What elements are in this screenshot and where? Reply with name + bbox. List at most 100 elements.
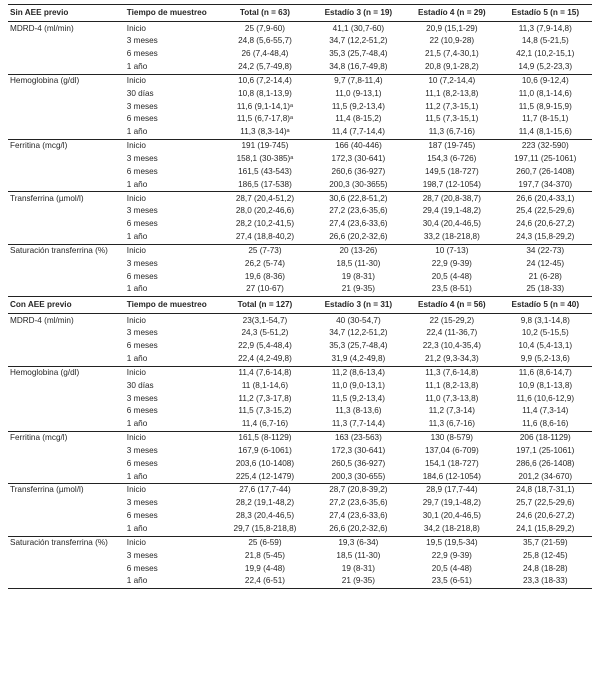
group-label [8, 575, 125, 588]
data-row: 6 meses28,2 (10,2-41,5)27,4 (23,6-33,6)3… [8, 218, 592, 231]
group-label [8, 562, 125, 575]
value-cell: 11,0 (9-13,1) [312, 87, 405, 100]
value-cell: 11,4 (7,7-14,4) [312, 126, 405, 139]
value-cell: 25,8 (12-45) [499, 549, 592, 562]
value-cell: 11,1 (8,2-13,8) [405, 379, 498, 392]
value-cell: 172,3 (30-641) [312, 153, 405, 166]
group-label [8, 340, 125, 353]
header-cell: Total (n = 127) [218, 296, 311, 313]
header-cell: Estadío 5 (n = 15) [499, 5, 592, 22]
value-cell: 19,5 (19,5-34) [405, 536, 498, 549]
timepoint-cell: Inicio [125, 366, 218, 379]
value-cell: 34 (22-73) [499, 244, 592, 257]
timepoint-cell: Inicio [125, 22, 218, 35]
group-label [8, 283, 125, 296]
value-cell: 11,3 (7,6-14,8) [405, 366, 498, 379]
group-label [8, 379, 125, 392]
group-label [8, 327, 125, 340]
value-cell: 161,5 (43-543) [218, 166, 311, 179]
value-cell: 22,4 (4,2-49,8) [218, 353, 311, 366]
value-cell: 30,1 (20,4-46,5) [405, 510, 498, 523]
data-row: MDRD-4 (ml/min)Inicio25 (7,9-60)41,1 (30… [8, 22, 592, 35]
group-label [8, 549, 125, 562]
group-label [8, 392, 125, 405]
timepoint-cell: 6 meses [125, 510, 218, 523]
value-cell: 11,6 (8,6-14,7) [499, 366, 592, 379]
value-cell: 24,8 (5,6-55,7) [218, 35, 311, 48]
value-cell: 11,3 (8-13,6) [312, 405, 405, 418]
data-row: 6 meses11,5 (6,7-17,8)ᵃ11,4 (8-15,2)11,5… [8, 113, 592, 126]
timepoint-cell: 1 año [125, 126, 218, 139]
value-cell: 11,4 (7,3-14) [499, 405, 592, 418]
value-cell: 19,3 (6-34) [312, 536, 405, 549]
value-cell: 11,2 (7,3-14) [405, 405, 498, 418]
value-cell: 28,9 (17,7-44) [405, 484, 498, 497]
value-cell: 34,7 (12,2-51,2) [312, 35, 405, 48]
timepoint-cell: 3 meses [125, 497, 218, 510]
group-label [8, 113, 125, 126]
group-label [8, 523, 125, 536]
data-row: 1 año22,4 (4,2-49,8)31,9 (4,2-49,8)21,2 … [8, 353, 592, 366]
group-label [8, 353, 125, 366]
value-cell: 225,4 (12-1479) [218, 470, 311, 483]
value-cell: 9,9 (5,2-13,6) [499, 353, 592, 366]
value-cell: 187 (19-745) [405, 139, 498, 152]
value-cell: 18,5 (11-30) [312, 257, 405, 270]
group-label [8, 35, 125, 48]
value-cell: 10,8 (8,1-13,9) [218, 87, 311, 100]
value-cell: 11,5 (6,7-17,8)ᵃ [218, 113, 311, 126]
value-cell: 21,5 (7,4-30,1) [405, 48, 498, 61]
data-row: Ferritina (mcg/l)Inicio161,5 (8-1129)163… [8, 431, 592, 444]
data-row: 3 meses28,0 (20,2-46,6)27,2 (23,6-35,6)2… [8, 205, 592, 218]
value-cell: 23,5 (8-51) [405, 283, 498, 296]
data-row: Ferritina (mcg/l)Inicio191 (19-745)166 (… [8, 139, 592, 152]
data-row: 6 meses19,9 (4-48)19 (8-31)20,5 (4-48)24… [8, 562, 592, 575]
value-cell: 11,4 (6,7-16) [218, 418, 311, 431]
timepoint-cell: Inicio [125, 244, 218, 257]
timepoint-cell: 3 meses [125, 445, 218, 458]
header-cell: Estadío 3 (n = 31) [312, 296, 405, 313]
data-table: Sin AEE previoTiempo de muestreoTotal (n… [8, 4, 592, 589]
header-cell: Estadío 4 (n = 29) [405, 5, 498, 22]
value-cell: 41,1 (30,7-60) [312, 22, 405, 35]
group-label: Hemoglobina (g/dl) [8, 74, 125, 87]
value-cell: 9,7 (7,8-11,4) [312, 74, 405, 87]
value-cell: 10,9 (8,1-13,8) [499, 379, 592, 392]
value-cell: 11,2 (8,6-13,4) [312, 366, 405, 379]
data-row: 6 meses161,5 (43-543)260,6 (36-927)149,5… [8, 166, 592, 179]
header-cell: Estadío 5 (n = 40) [499, 296, 592, 313]
value-cell: 154,3 (6-726) [405, 153, 498, 166]
value-cell: 197,1 (25-1061) [499, 445, 592, 458]
group-label: Saturación transferrina (%) [8, 244, 125, 257]
value-cell: 11,5 (9,2-13,4) [312, 100, 405, 113]
timepoint-cell: 6 meses [125, 340, 218, 353]
timepoint-cell: Inicio [125, 314, 218, 327]
data-row: Transferrina (µmol/l)Inicio28,7 (20,4-51… [8, 192, 592, 205]
value-cell: 20,5 (4-48) [405, 270, 498, 283]
value-cell: 9,8 (3,1-14,8) [499, 314, 592, 327]
value-cell: 24,6 (20,6-27,2) [499, 218, 592, 231]
value-cell: 11,5 (9,2-13,4) [312, 392, 405, 405]
value-cell: 25 (7-73) [218, 244, 311, 257]
value-cell: 197,11 (25-1061) [499, 153, 592, 166]
value-cell: 11,2 (7,3-15,1) [405, 100, 498, 113]
timepoint-cell: 6 meses [125, 405, 218, 418]
value-cell: 22 (10,9-28) [405, 35, 498, 48]
value-cell: 27,6 (17,7-44) [218, 484, 311, 497]
header-cell: Total (n = 63) [218, 5, 311, 22]
group-label [8, 231, 125, 244]
timepoint-cell: 6 meses [125, 218, 218, 231]
data-row: 6 meses203,6 (10-1408)260,5 (36-927)154,… [8, 458, 592, 471]
value-cell: 30,4 (20,4-46,5) [405, 218, 498, 231]
header-cell: Tiempo de muestreo [125, 5, 218, 22]
value-cell: 200,3 (30-3655) [312, 178, 405, 191]
value-cell: 11,0 (7,3-13,8) [405, 392, 498, 405]
data-row: 1 año27,4 (18,8-40,2)26,6 (20,2-32,6)33,… [8, 231, 592, 244]
timepoint-cell: 6 meses [125, 270, 218, 283]
header-cell: Tiempo de muestreo [125, 296, 218, 313]
value-cell: 35,7 (21-59) [499, 536, 592, 549]
value-cell: 22,9 (9-39) [405, 257, 498, 270]
value-cell: 20,9 (15,1-29) [405, 22, 498, 35]
value-cell: 260,6 (36-927) [312, 166, 405, 179]
value-cell: 22,9 (9-39) [405, 549, 498, 562]
